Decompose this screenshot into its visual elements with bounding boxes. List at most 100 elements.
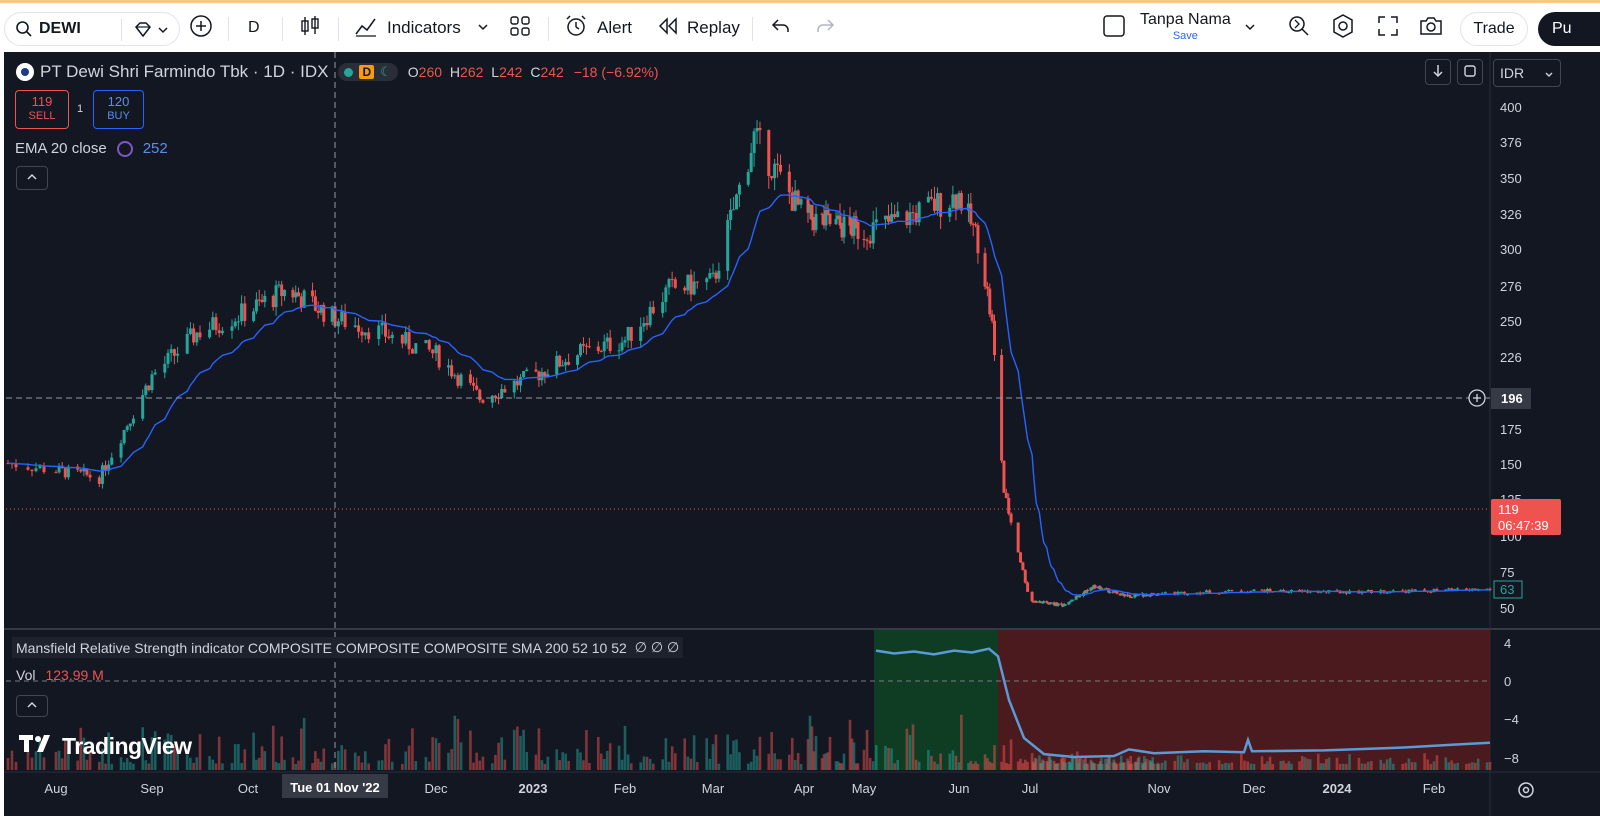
- volume-bar: [522, 729, 525, 770]
- candle-body: [936, 193, 940, 211]
- volume-bar: [147, 763, 151, 770]
- volume-bar: [896, 759, 900, 770]
- candle-body: [732, 209, 736, 211]
- candle-body: [343, 311, 347, 328]
- buy-button[interactable]: 120 BUY: [93, 90, 144, 129]
- layout-checkbox[interactable]: [1102, 10, 1126, 46]
- candle-body: [1067, 602, 1071, 605]
- reset-chart-button[interactable]: [1457, 59, 1483, 85]
- candle-body: [30, 469, 34, 472]
- volume-bar: [1179, 755, 1183, 770]
- volume-bar: [360, 762, 364, 770]
- chart-canvas[interactable]: 4003763503263002762502261961751501251007…: [4, 52, 1600, 816]
- candle-body: [708, 273, 712, 279]
- sell-button[interactable]: 119 SELL: [15, 90, 69, 129]
- candle-body: [561, 365, 565, 367]
- volume-bar: [364, 751, 367, 770]
- volume-bar: [1456, 762, 1459, 770]
- chevron-up-icon: [26, 698, 38, 714]
- volume-bar: [169, 735, 173, 770]
- undo-button[interactable]: [770, 10, 792, 46]
- axis-settings-button[interactable]: [1516, 780, 1536, 805]
- trade-button[interactable]: Trade: [1460, 12, 1528, 46]
- quick-search-button[interactable]: [1286, 10, 1312, 46]
- layouts-button[interactable]: [508, 10, 532, 46]
- candle-body: [1410, 589, 1414, 591]
- collapse-pane-button[interactable]: [16, 695, 48, 717]
- candle-body: [848, 216, 852, 226]
- candle-body: [810, 204, 814, 221]
- ema-last-box: [1493, 580, 1523, 599]
- volume-bar: [300, 728, 303, 770]
- ema-legend[interactable]: EMA 20 close 252: [15, 140, 168, 157]
- volume-bar: [1447, 762, 1451, 770]
- volume-bar: [1266, 761, 1269, 770]
- volume-bar: [626, 754, 630, 770]
- volume-bar: [1195, 762, 1199, 770]
- close-label: C: [530, 64, 541, 80]
- candle-body: [424, 340, 428, 344]
- volume-legend[interactable]: Vol 123.99 M: [16, 667, 104, 683]
- settings-button[interactable]: [1330, 10, 1356, 46]
- volume-bar: [79, 727, 83, 770]
- candle-body: [1268, 589, 1272, 592]
- alert-button[interactable]: Alert: [563, 10, 632, 46]
- candle-body: [770, 175, 774, 179]
- volume-bar: [1388, 757, 1392, 770]
- rewind-icon: [657, 16, 679, 41]
- candle-body: [57, 465, 61, 473]
- volume-bar: [629, 763, 633, 770]
- spread-value: 1: [77, 103, 84, 115]
- crosshair-date-box: [282, 774, 388, 798]
- volume-bar: [1217, 760, 1221, 770]
- candle-body: [192, 328, 196, 343]
- chevron-down-icon[interactable]: [157, 23, 169, 35]
- collapse-legend-button[interactable]: [16, 166, 48, 190]
- symbol-search[interactable]: DEWI: [4, 12, 180, 46]
- volume-bar: [447, 752, 450, 770]
- gear-icon: [1330, 13, 1356, 44]
- market-status-pill[interactable]: D ☾: [338, 63, 398, 81]
- publish-label: Pu: [1552, 20, 1572, 37]
- interval-button[interactable]: D: [248, 10, 260, 46]
- layout-menu-button[interactable]: [1244, 10, 1256, 46]
- layout-name-button[interactable]: Tanpa Nama Save: [1140, 10, 1231, 46]
- candle-body: [773, 163, 777, 179]
- volume-bar: [163, 739, 167, 770]
- volume-bar: [1230, 762, 1234, 770]
- scroll-down-button[interactable]: [1425, 59, 1451, 85]
- tradingview-watermark[interactable]: TradingView: [18, 732, 192, 760]
- indicators-button[interactable]: Indicators: [354, 10, 489, 46]
- candle-body: [257, 299, 261, 301]
- publish-button[interactable]: Pu: [1538, 12, 1600, 46]
- candle-body: [1413, 589, 1417, 591]
- chart-type-button[interactable]: [298, 10, 322, 46]
- candle-body: [367, 332, 371, 340]
- volume-bar: [856, 763, 860, 770]
- currency-select[interactable]: IDR: [1493, 59, 1561, 87]
- candle-body: [427, 340, 431, 350]
- candle-body: [605, 337, 609, 342]
- candle-body: [905, 211, 909, 226]
- add-symbol-button[interactable]: [188, 10, 214, 46]
- candle-body: [1021, 562, 1025, 571]
- volume-bar: [1221, 763, 1224, 770]
- symbol-title[interactable]: PT Dewi Shri Farmindo Tbk · 1D · IDX: [40, 62, 329, 81]
- candle-body: [195, 332, 199, 343]
- candle-body: [522, 370, 526, 378]
- replay-button[interactable]: Replay: [657, 10, 740, 46]
- compare-icon[interactable]: [133, 21, 153, 39]
- candle-body: [543, 372, 547, 377]
- volume-bar: [404, 751, 407, 770]
- volume-bar: [608, 743, 612, 770]
- price-tick-label: 376: [1500, 135, 1522, 150]
- rs-indicator-legend[interactable]: Mansfield Relative Strength indicator CO…: [12, 637, 684, 658]
- volume-bar: [555, 749, 559, 770]
- candle-body: [661, 302, 665, 314]
- redo-button[interactable]: [814, 10, 836, 46]
- fullscreen-button[interactable]: [1376, 10, 1400, 46]
- candle-body: [1074, 596, 1078, 600]
- layout-save-label: Save: [1172, 30, 1198, 42]
- candle-body: [954, 194, 958, 210]
- snapshot-button[interactable]: [1418, 10, 1444, 46]
